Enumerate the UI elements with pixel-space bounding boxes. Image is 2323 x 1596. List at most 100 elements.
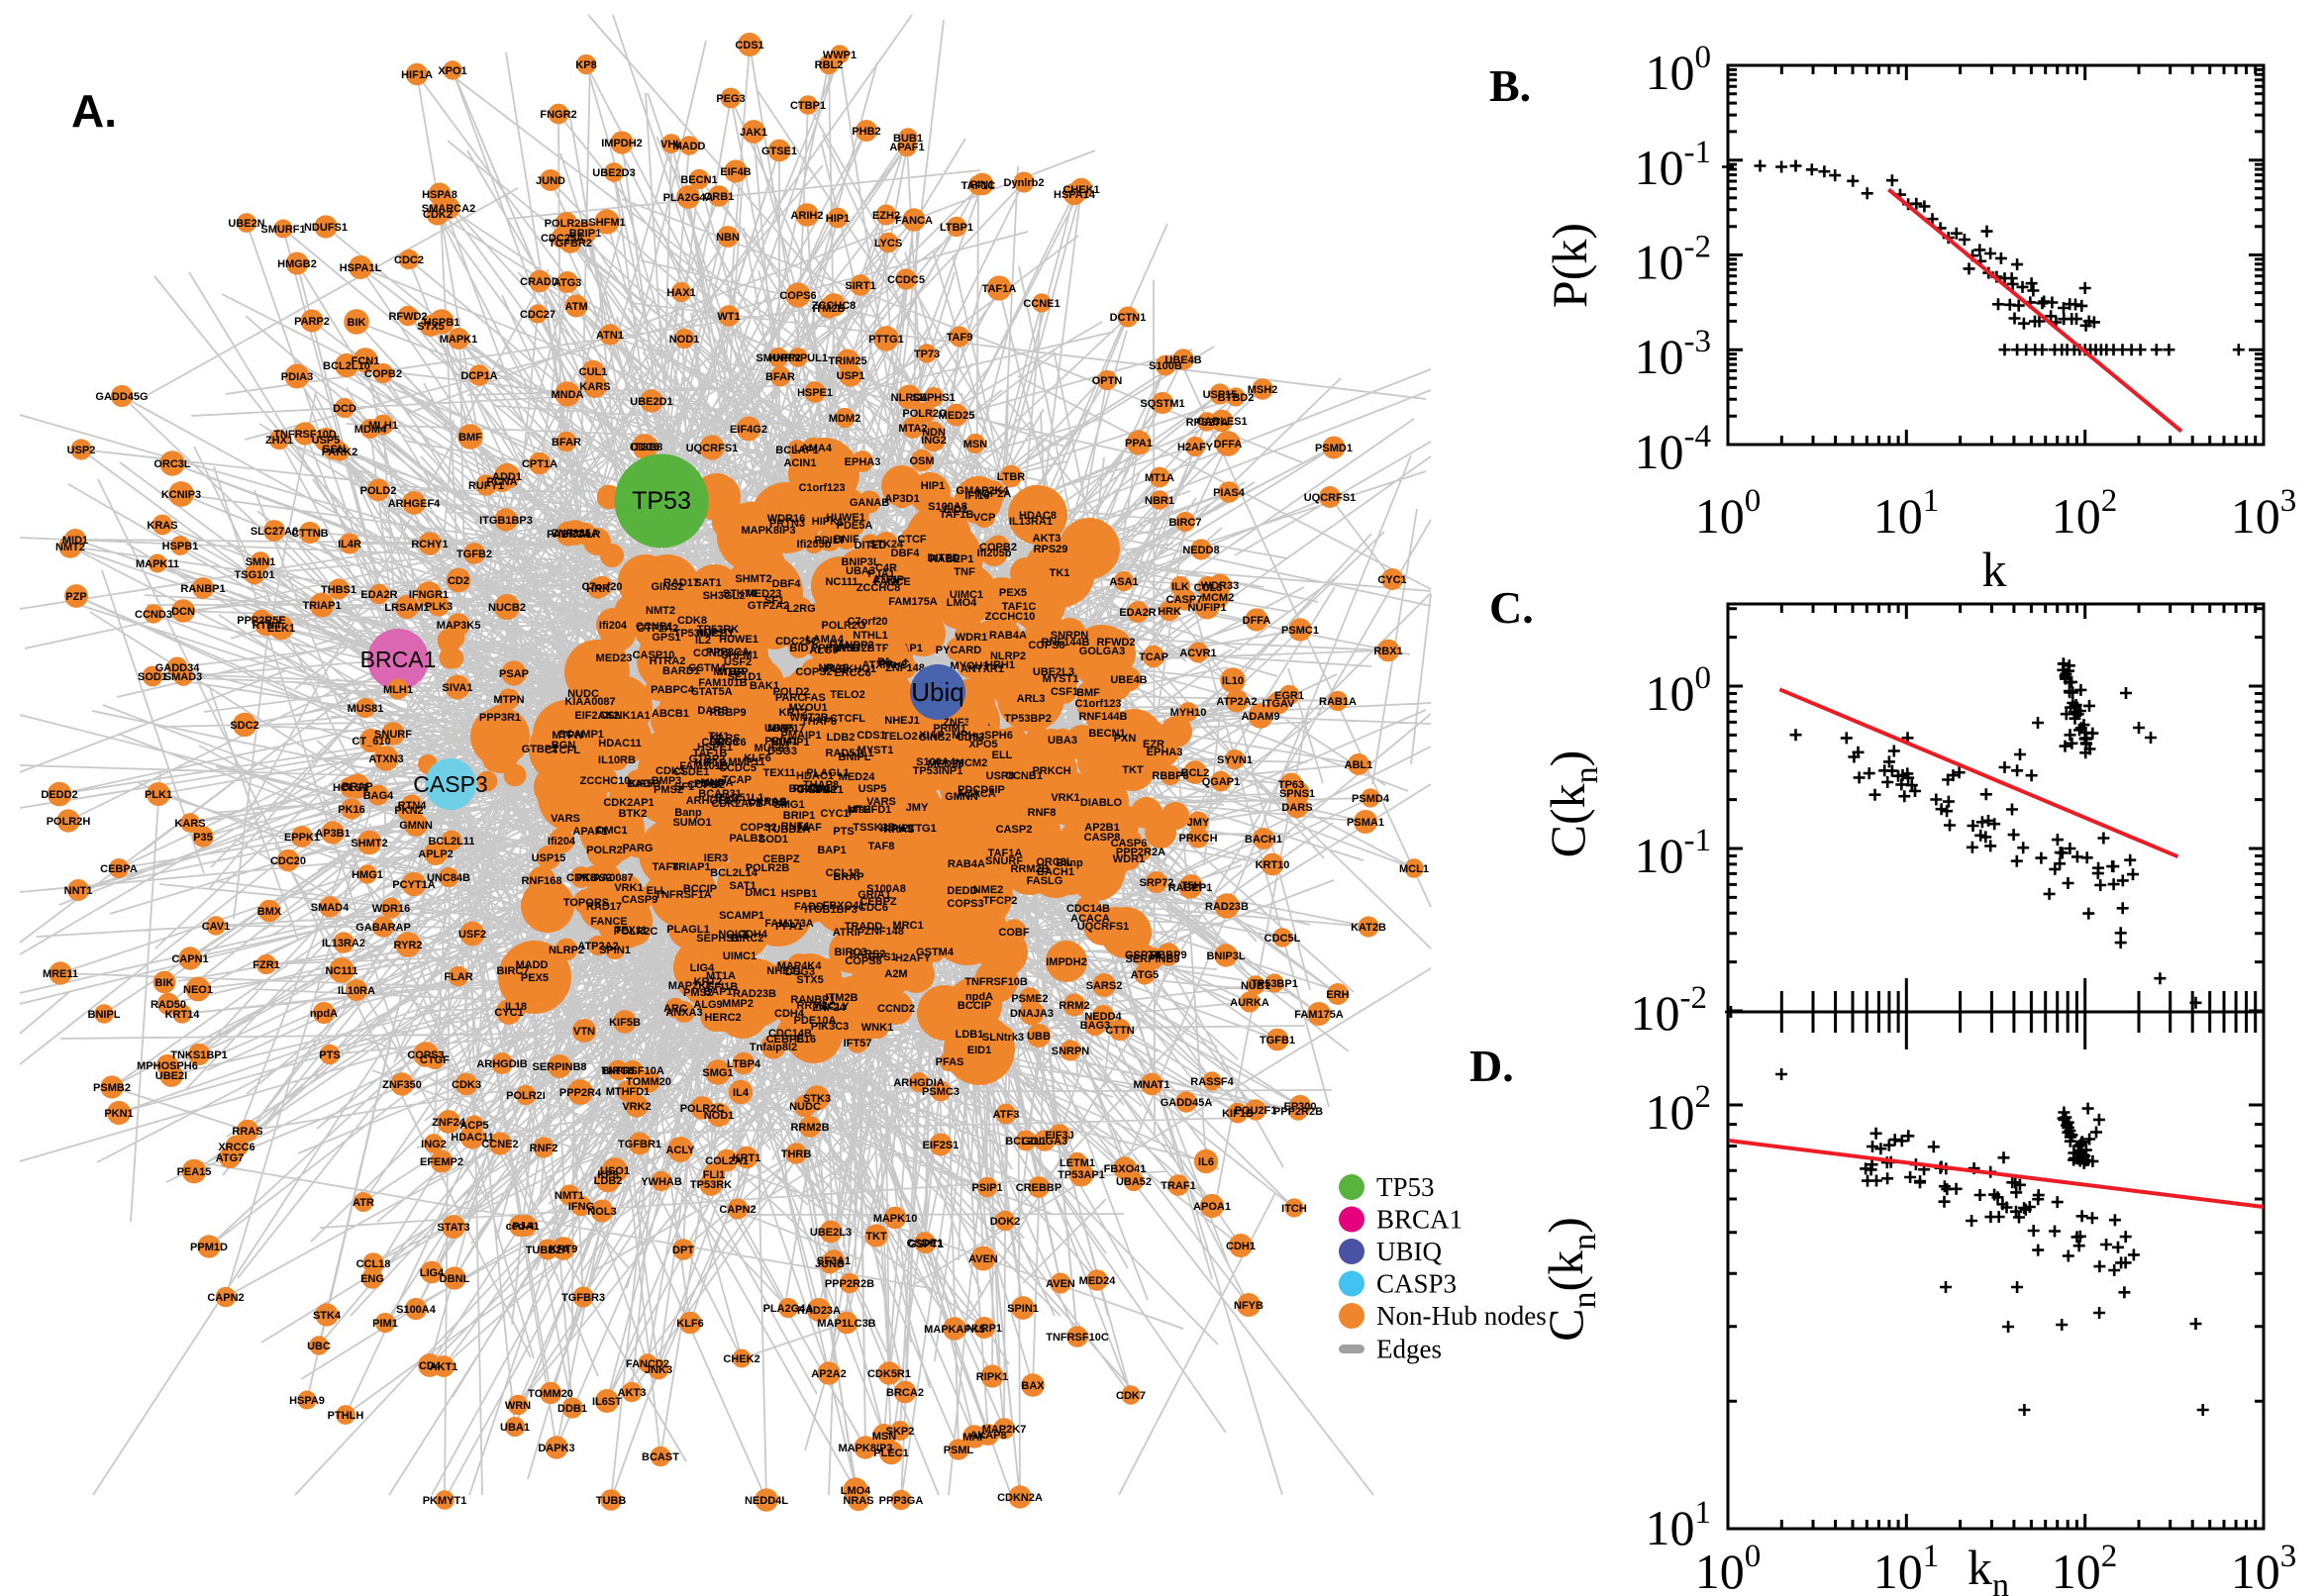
- svg-text:Banp: Banp: [674, 807, 702, 819]
- svg-text:COPS8: COPS8: [845, 955, 881, 967]
- svg-text:MADD: MADD: [516, 959, 549, 971]
- svg-text:UBE2N: UBE2N: [228, 218, 264, 230]
- svg-text:PDILT: PDILT: [815, 535, 846, 547]
- svg-text:KIF1B: KIF1B: [695, 757, 727, 769]
- svg-text:KARS: KARS: [579, 381, 610, 393]
- svg-text:DIABLO: DIABLO: [1080, 797, 1123, 809]
- svg-text:IL4: IL4: [733, 1087, 750, 1099]
- svg-text:RAD50: RAD50: [151, 999, 186, 1011]
- svg-text:EIF4G2: EIF4G2: [730, 424, 767, 436]
- svg-text:JAK1: JAK1: [740, 127, 767, 139]
- svg-text:BARD1: BARD1: [662, 665, 700, 677]
- svg-text:CDK2AP1: CDK2AP1: [711, 798, 761, 810]
- svg-text:HIP1: HIP1: [921, 480, 945, 492]
- svg-text:SKP2: SKP2: [886, 1426, 915, 1438]
- svg-text:PRKCH: PRKCH: [1178, 833, 1217, 845]
- svg-text:HDAC8: HDAC8: [1019, 510, 1057, 522]
- svg-text:RRM2: RRM2: [1059, 1000, 1089, 1012]
- svg-text:PRTN3: PRTN3: [769, 518, 805, 530]
- svg-text:TP53BP1: TP53BP1: [1251, 978, 1298, 990]
- svg-text:NUDC: NUDC: [567, 688, 599, 700]
- svg-text:TOP2A: TOP2A: [975, 488, 1012, 500]
- svg-text:PPP2R5B: PPP2R5B: [811, 643, 860, 654]
- svg-text:BACH1: BACH1: [1245, 834, 1282, 846]
- svg-text:MNAT1: MNAT1: [1133, 1079, 1169, 1091]
- svg-text:NRAS: NRAS: [818, 662, 849, 674]
- svg-text:BECN1: BECN1: [680, 174, 717, 186]
- svg-text:BNIP3L: BNIP3L: [841, 556, 879, 568]
- svg-text:APAF1: APAF1: [572, 826, 607, 838]
- svg-text:BMF: BMF: [1076, 687, 1100, 699]
- svg-text:XIAP: XIAP: [919, 730, 945, 742]
- svg-text:PRIM1: PRIM1: [764, 736, 798, 748]
- svg-text:LMO4: LMO4: [841, 1485, 871, 1497]
- svg-text:AURKA: AURKA: [1230, 997, 1269, 1009]
- svg-text:SNURF: SNURF: [985, 855, 1023, 867]
- svg-text:MED23: MED23: [746, 588, 782, 600]
- svg-text:CAV1: CAV1: [202, 921, 231, 933]
- svg-text:ATRIP: ATRIP: [872, 574, 904, 586]
- svg-text:SNRPN: SNRPN: [1051, 630, 1089, 642]
- svg-text:DCTN1: DCTN1: [1110, 312, 1147, 324]
- svg-text:C4R: C4R: [875, 562, 897, 574]
- svg-text:GSTM4: GSTM4: [916, 947, 955, 958]
- svg-text:TP73: TP73: [914, 349, 940, 360]
- svg-text:KIAA0087: KIAA0087: [582, 872, 633, 884]
- svg-text:ZHX1: ZHX1: [265, 435, 293, 447]
- svg-text:GMNN: GMNN: [399, 820, 433, 832]
- svg-text:SQSTM1: SQSTM1: [1140, 398, 1184, 410]
- svg-text:CASP7: CASP7: [1166, 594, 1203, 606]
- svg-text:MAPK11: MAPK11: [136, 558, 179, 570]
- svg-text:RNF144B: RNF144B: [1079, 711, 1128, 723]
- svg-text:STX5: STX5: [417, 321, 445, 333]
- svg-text:CDH4: CDH4: [738, 929, 768, 941]
- svg-text:GMNN: GMNN: [945, 791, 978, 803]
- svg-text:KRAS: KRAS: [756, 796, 786, 808]
- svg-text:RAD23B: RAD23B: [1205, 901, 1249, 913]
- svg-text:BFAR: BFAR: [552, 437, 581, 449]
- svg-text:CDC5L: CDC5L: [1264, 933, 1301, 945]
- svg-text:ANXA3: ANXA3: [665, 1007, 702, 1019]
- svg-text:BIRC7: BIRC7: [1168, 517, 1201, 529]
- svg-text:Edges: Edges: [1376, 1335, 1442, 1364]
- svg-text:HSPB1: HSPB1: [162, 541, 199, 552]
- svg-text:STAT5A: STAT5A: [691, 686, 732, 698]
- svg-text:PIAS4: PIAS4: [1213, 487, 1246, 499]
- svg-text:AKT3: AKT3: [1033, 533, 1061, 545]
- svg-text:SYVN1: SYVN1: [1217, 754, 1253, 766]
- svg-text:GTF2A2: GTF2A2: [748, 600, 789, 612]
- svg-text:COPS2: COPS2: [795, 666, 832, 678]
- svg-text:GSTM4: GSTM4: [688, 662, 727, 674]
- svg-text:ACACA: ACACA: [957, 788, 996, 800]
- svg-text:TAF1C: TAF1C: [961, 180, 996, 192]
- svg-text:USP2: USP2: [67, 445, 96, 456]
- svg-text:S100A4: S100A4: [396, 1304, 437, 1316]
- svg-text:MAPKAPK5: MAPKAPK5: [924, 1324, 985, 1336]
- svg-text:GADD45A: GADD45A: [1161, 1097, 1213, 1109]
- svg-text:UBIQ: UBIQ: [1376, 1237, 1442, 1266]
- svg-text:CTTN: CTTN: [1105, 1025, 1134, 1037]
- svg-text:HIPK1: HIPK1: [812, 516, 844, 528]
- svg-text:UBE2D1: UBE2D1: [630, 396, 672, 408]
- svg-text:BIRC3: BIRC3: [834, 947, 866, 958]
- svg-text:S100B: S100B: [1149, 360, 1182, 372]
- svg-text:PPP2R2B: PPP2R2B: [825, 1278, 874, 1290]
- svg-text:LMO4: LMO4: [947, 597, 977, 609]
- svg-text:FLI1: FLI1: [703, 1169, 726, 1181]
- svg-text:WT1: WT1: [717, 311, 740, 323]
- svg-text:CSNK1A1: CSNK1A1: [599, 710, 650, 722]
- svg-text:SCAMP1: SCAMP1: [719, 910, 764, 922]
- svg-text:PJA1: PJA1: [512, 1221, 540, 1233]
- svg-text:SAT1: SAT1: [729, 880, 756, 892]
- svg-text:ced-4: ced-4: [506, 1221, 536, 1233]
- svg-text:MAP2K7: MAP2K7: [668, 980, 713, 992]
- svg-text:CCDC5: CCDC5: [887, 274, 925, 286]
- svg-text:NUCB1: NUCB1: [696, 628, 734, 640]
- svg-text:TRADD: TRADD: [845, 921, 883, 933]
- svg-text:BACH1: BACH1: [1037, 866, 1074, 878]
- svg-text:TGFBR2: TGFBR2: [549, 238, 592, 249]
- svg-text:MAP3K5: MAP3K5: [437, 620, 481, 632]
- svg-text:THRB: THRB: [781, 1148, 812, 1160]
- svg-text:MTPN: MTPN: [552, 730, 582, 742]
- svg-text:SNRPN: SNRPN: [1052, 1046, 1090, 1057]
